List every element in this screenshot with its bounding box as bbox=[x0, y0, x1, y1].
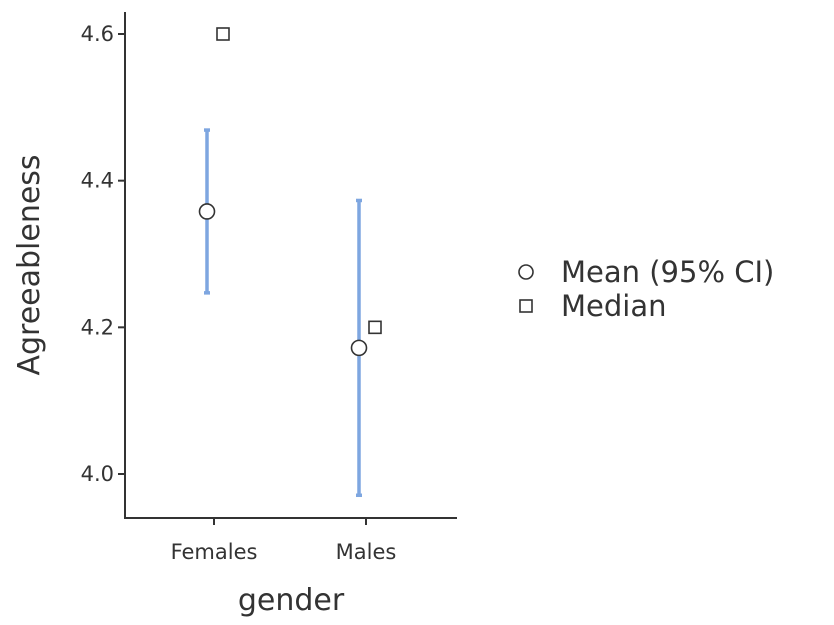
median-point bbox=[368, 320, 382, 335]
x-tick-label: Males bbox=[336, 540, 397, 564]
x-tick-label: Females bbox=[171, 540, 258, 564]
x-ticks: Females Males bbox=[171, 518, 397, 564]
legend-mean-label: Mean (95% CI) bbox=[561, 255, 774, 289]
y-tick-label: 4.0 bbox=[81, 462, 114, 486]
y-ticks: 4.0 4.2 4.4 4.6 bbox=[81, 22, 125, 486]
legend-median-marker bbox=[519, 299, 533, 313]
y-tick-label: 4.6 bbox=[81, 22, 114, 46]
legend-median-label: Median bbox=[561, 289, 666, 323]
y-tick-label: 4.2 bbox=[81, 315, 114, 339]
mean-point bbox=[198, 203, 216, 220]
median-point bbox=[216, 27, 230, 41]
plot-area bbox=[198, 27, 382, 498]
legend: Mean (95% CI)Median bbox=[518, 255, 774, 323]
legend-mean-marker bbox=[518, 264, 534, 280]
axes bbox=[124, 12, 457, 519]
y-tick-label: 4.4 bbox=[81, 169, 114, 193]
y-axis-title: Agreeableness bbox=[12, 154, 47, 375]
mean-point bbox=[350, 339, 368, 357]
x-axis-title: gender bbox=[238, 583, 345, 618]
